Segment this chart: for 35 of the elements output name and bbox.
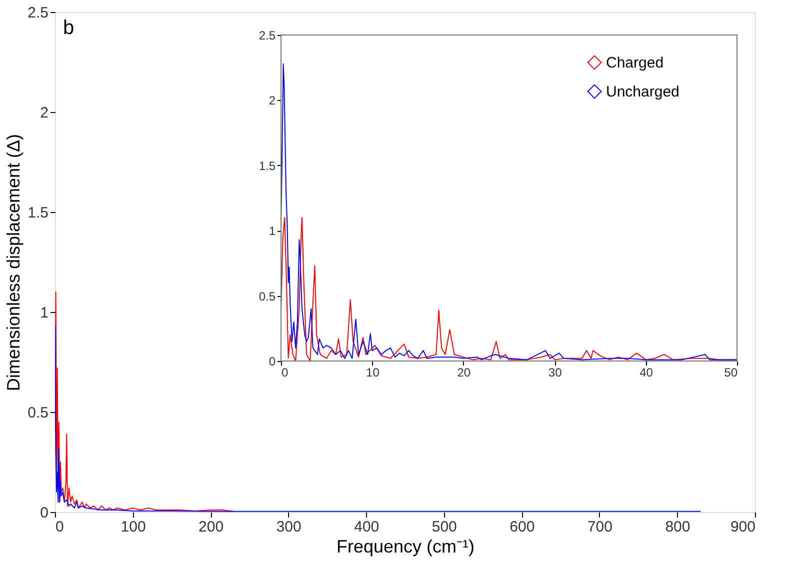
x-tick-label: 10 [366, 366, 380, 380]
legend-label: Uncharged [606, 84, 680, 100]
x-tick-label: 100 [120, 518, 146, 536]
y-tick-label: 1.5 [258, 158, 276, 173]
x-tick-label: 0 [282, 366, 288, 380]
y-tick-label: 2.5 [258, 28, 276, 42]
legend-label: Charged [606, 54, 664, 72]
y-tick-label: 0.5 [28, 404, 48, 422]
line-series [55, 326, 702, 512]
x-tick-label: 500 [432, 518, 457, 536]
y-tick-label: 0.5 [258, 289, 276, 304]
y-tick-label: 1 [268, 224, 276, 238]
x-tick-label: 200 [198, 518, 224, 536]
y-tick-label: 0 [40, 504, 48, 522]
x-tick-label: 800 [665, 518, 690, 536]
y-tick-label: 2 [268, 94, 276, 108]
y-tick-label: 1 [40, 304, 48, 322]
y-tick-label: 2.5 [28, 4, 48, 22]
x-tick-label: 600 [510, 518, 535, 536]
x-tick-label: 20 [457, 366, 471, 380]
x-axis-title: Frequency (cm⁻¹) [336, 536, 475, 556]
x-tick-label: 900 [730, 518, 756, 536]
x-tick-label: 300 [276, 518, 302, 536]
y-tick-label: 1.5 [28, 204, 48, 222]
y-tick-label: 0 [268, 354, 276, 368]
annotation: b [63, 17, 74, 39]
x-tick-label: 30 [548, 366, 562, 380]
line-series [55, 292, 234, 512]
x-tick-label: 0 [56, 518, 64, 536]
x-tick-label: 40 [640, 366, 654, 380]
x-tick-label: 400 [354, 518, 380, 536]
y-tick-label: 2 [40, 104, 48, 122]
y-axis-title: Dimensionless displacement (Δ) [4, 134, 24, 392]
x-tick-label: 700 [587, 518, 612, 536]
x-tick-label: 50 [724, 366, 738, 380]
